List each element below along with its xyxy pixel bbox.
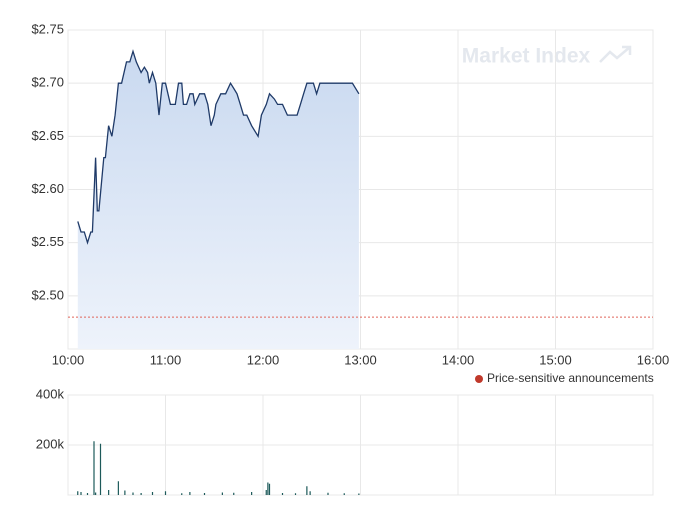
x-tick-label: 10:00 [52, 352, 85, 367]
volume-bar [221, 492, 223, 495]
x-tick-label: 13:00 [344, 352, 377, 367]
volume-bar [164, 491, 167, 495]
y-tick-label: $2.65 [31, 128, 64, 143]
volume-bar [294, 493, 297, 495]
volume-bar [151, 492, 154, 495]
volume-bar [93, 441, 95, 495]
volume-bar [327, 492, 329, 495]
y-tick-label: $2.55 [31, 234, 64, 249]
x-tick-label: 12:00 [247, 352, 280, 367]
y-tick-label: 400k [36, 386, 65, 401]
y-tick-label: $2.50 [31, 287, 64, 302]
x-tick-label: 16:00 [637, 352, 670, 367]
price-line [77, 49, 360, 245]
watermark: Market Index [462, 45, 591, 68]
volume-bar [189, 492, 191, 495]
price-area [77, 51, 359, 350]
x-tick-label: 11:00 [150, 352, 182, 367]
watermark-icon [599, 45, 632, 63]
volume-bar [203, 493, 206, 495]
x-tick-label: 15:00 [539, 352, 572, 367]
volume-bar [140, 493, 142, 495]
volume-bar [306, 486, 308, 495]
volume-bar [181, 493, 183, 495]
volume-bar [77, 491, 79, 495]
y-tick-label: 200k [36, 436, 65, 451]
y-tick-label: $2.70 [31, 75, 64, 90]
volume-bar [124, 490, 126, 495]
volume-bar [358, 493, 360, 495]
volume-bar [86, 493, 89, 495]
volume-bar [99, 443, 102, 495]
y-tick-label: $2.60 [31, 181, 64, 196]
volume-bar [343, 493, 345, 495]
volume-bar [309, 491, 311, 495]
volume-bar [80, 492, 82, 495]
volume-bar [267, 482, 269, 495]
x-tick-label: 14:00 [442, 352, 475, 367]
volume-bar [117, 481, 119, 495]
volume-bar [268, 483, 271, 495]
legend-dot [475, 375, 483, 383]
volume-bar [95, 492, 97, 495]
volume-bar [281, 493, 284, 495]
legend-label: Price-sensitive announcements [487, 371, 654, 385]
volume-bar [108, 490, 110, 495]
volume-bar [265, 490, 267, 495]
y-tick-label: $2.75 [31, 21, 64, 36]
volume-bar [233, 492, 235, 495]
volume-bar [251, 492, 253, 495]
volume-bar [132, 492, 134, 495]
